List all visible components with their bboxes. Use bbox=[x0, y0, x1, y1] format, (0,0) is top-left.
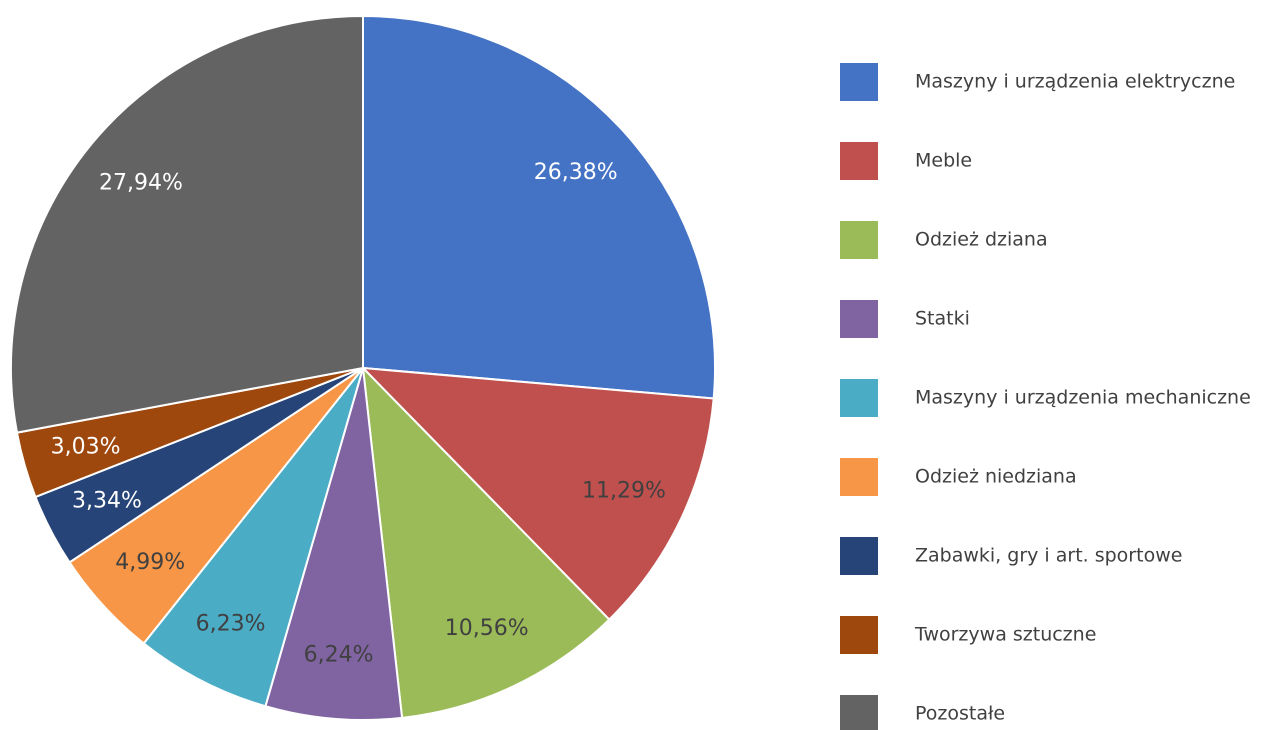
legend-label: Odzież dziana bbox=[915, 229, 1048, 251]
legend-swatch bbox=[840, 221, 878, 259]
legend-swatch bbox=[840, 695, 878, 730]
legend-label: Odzież niedziana bbox=[915, 466, 1077, 488]
data-label: 27,94% bbox=[99, 171, 183, 196]
data-label: 3,34% bbox=[72, 488, 142, 513]
legend-swatch bbox=[840, 537, 878, 575]
data-label: 10,56% bbox=[445, 616, 529, 641]
data-label: 4,99% bbox=[115, 550, 185, 575]
legend-label: Tworzywa sztuczne bbox=[914, 624, 1096, 646]
pie-slice bbox=[361, 365, 611, 719]
legend-label: Maszyny i urządzenia mechaniczne bbox=[915, 387, 1251, 409]
legend-label: Statki bbox=[915, 308, 970, 330]
legend-swatch bbox=[840, 142, 878, 180]
data-label: 26,38% bbox=[534, 160, 618, 185]
legend-swatch bbox=[840, 458, 878, 496]
legend-swatch bbox=[840, 300, 878, 338]
pie-slice bbox=[360, 366, 715, 621]
pie-slice bbox=[142, 367, 364, 708]
data-label: 11,29% bbox=[582, 478, 666, 503]
pie-slice bbox=[362, 14, 717, 400]
pie-slice bbox=[10, 14, 364, 434]
legend-swatch bbox=[840, 63, 878, 101]
legend-label: Meble bbox=[915, 150, 972, 172]
data-label: 3,03% bbox=[51, 435, 121, 460]
legend-swatch bbox=[840, 616, 878, 654]
data-label: 6,24% bbox=[304, 643, 374, 668]
data-label: 6,23% bbox=[196, 611, 266, 636]
pie-slice bbox=[264, 367, 404, 721]
legend-swatch bbox=[840, 379, 878, 417]
legend-label: Pozostałe bbox=[915, 703, 1005, 725]
legend-label: Zabawki, gry i art. sportowe bbox=[915, 545, 1182, 567]
legend-label: Maszyny i urządzenia elektryczne bbox=[915, 71, 1235, 93]
